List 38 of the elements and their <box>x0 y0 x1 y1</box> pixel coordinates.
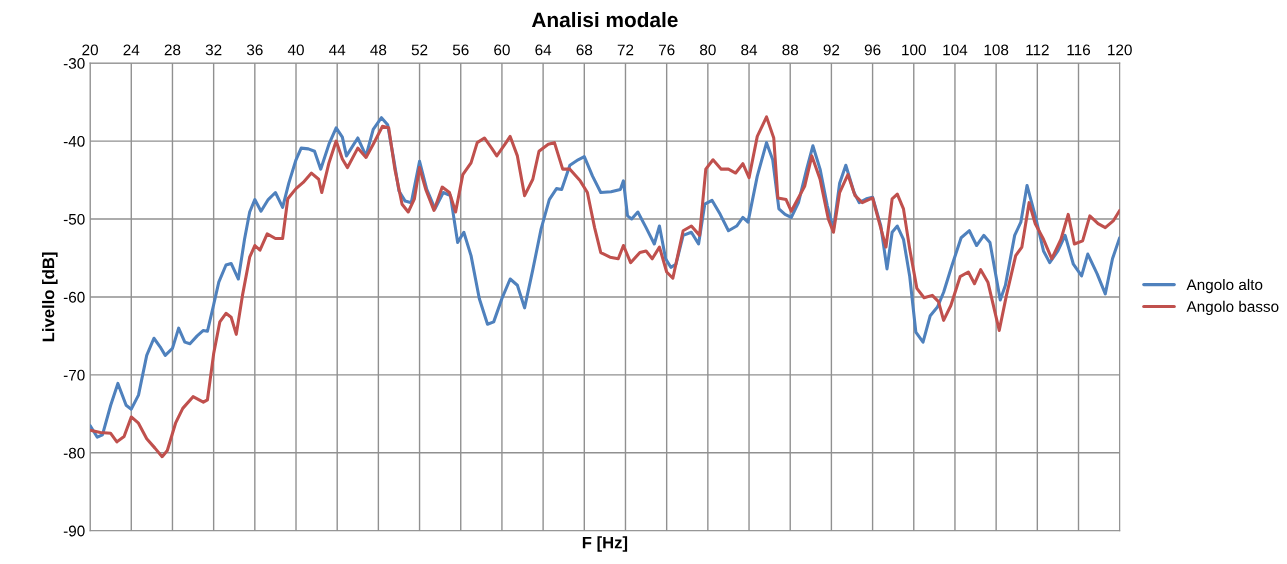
x-tick-label: 108 <box>984 44 1009 56</box>
x-tick-label: 40 <box>287 44 304 56</box>
x-tick-label: 56 <box>452 44 469 56</box>
x-tick-label: 76 <box>658 44 675 56</box>
y-tick-label: -50 <box>63 213 85 225</box>
x-tick-label: 20 <box>82 44 98 56</box>
x-tick-label: 68 <box>576 44 593 56</box>
x-tick-label: 96 <box>864 44 881 56</box>
x-tick-label: 88 <box>782 44 799 56</box>
x-tick-label: 24 <box>123 44 140 56</box>
legend-label: Angolo basso <box>1186 300 1279 316</box>
x-tick-label: 100 <box>902 44 926 56</box>
y-tick-label: -80 <box>63 447 85 459</box>
x-tick-label: 112 <box>1026 44 1049 56</box>
x-tick-label: 28 <box>164 44 181 56</box>
chart-title: Analisi modale <box>531 11 678 28</box>
x-tick-label: 72 <box>617 44 634 56</box>
x-tick-label: 80 <box>700 44 716 56</box>
x-tick-label: 120 <box>1108 44 1132 56</box>
y-axis-title: Livello [dB] <box>42 252 58 342</box>
x-tick-label: 44 <box>329 44 346 56</box>
x-tick-label: 84 <box>741 44 758 56</box>
legend-label: Angolo alto <box>1186 278 1263 294</box>
y-tick-label: -30 <box>63 58 85 69</box>
x-tick-label: 60 <box>494 44 510 56</box>
x-tick-label: 32 <box>205 44 222 56</box>
x-tick-label: 116 <box>1067 44 1091 56</box>
y-tick-label: -90 <box>63 525 85 537</box>
y-tick-label: -70 <box>63 369 85 381</box>
y-tick-label: -40 <box>63 135 85 147</box>
x-tick-label: 92 <box>823 44 840 56</box>
x-tick-label: 36 <box>246 44 263 56</box>
y-tick-label: -60 <box>63 291 85 303</box>
x-axis-title: F [Hz] <box>582 536 628 552</box>
x-tick-label: 52 <box>411 44 428 56</box>
x-tick-label: 104 <box>943 44 968 56</box>
x-tick-label: 64 <box>535 44 552 56</box>
x-tick-label: 48 <box>370 44 387 56</box>
